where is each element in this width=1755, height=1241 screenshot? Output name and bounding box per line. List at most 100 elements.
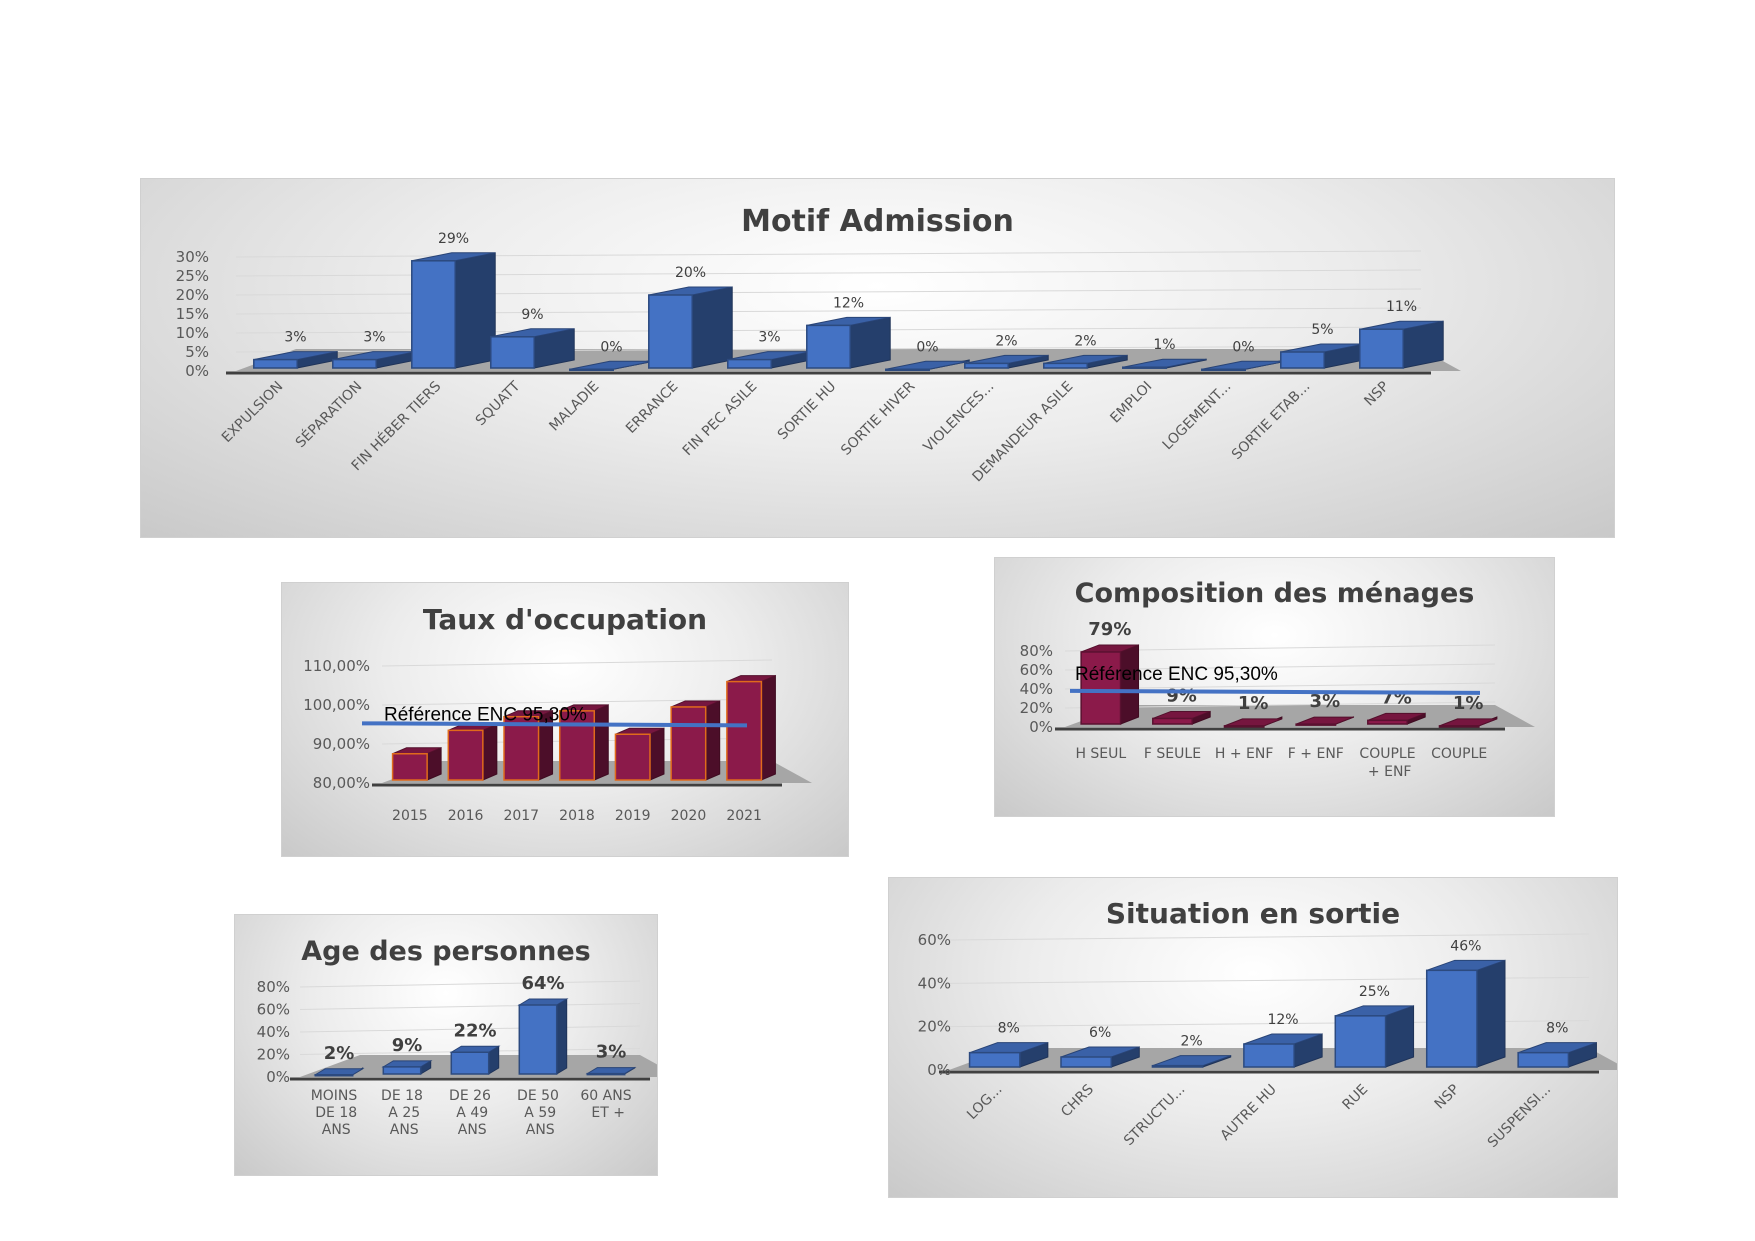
x-category-label: STRUCTU...: [1121, 1082, 1188, 1149]
bar: [391, 753, 428, 781]
y-tick-label: 80,00%: [313, 774, 370, 792]
bar: [1367, 719, 1408, 725]
bar: [447, 729, 484, 781]
y-tick-label: 20%: [176, 286, 209, 304]
y-tick-label: 60%: [918, 931, 951, 949]
bar: [1060, 1056, 1113, 1068]
x-category-label: NSP: [1361, 379, 1392, 410]
data-label: 2%: [324, 1043, 355, 1064]
gridline: [381, 698, 773, 706]
data-label: 9%: [521, 307, 543, 323]
bar: [314, 1074, 354, 1077]
y-tick-label: 20%: [918, 1018, 951, 1036]
bar: [1280, 351, 1325, 369]
x-category-label: 2015: [392, 808, 428, 824]
x-category-label: DE 26 A 49 ANS: [449, 1088, 491, 1138]
data-label: 11%: [1386, 299, 1417, 315]
y-tick-label: 0%: [927, 1061, 951, 1079]
bar: [382, 1066, 422, 1075]
bar: [968, 1051, 1021, 1068]
y-tick-label: 40%: [257, 1023, 290, 1041]
x-category-label: 2020: [671, 808, 707, 824]
data-label: 2%: [995, 333, 1017, 349]
bar-side: [556, 998, 568, 1075]
data-label: 6%: [1089, 1025, 1111, 1041]
x-category-label: LOGEMENT...: [1160, 379, 1235, 454]
bar: [1295, 723, 1337, 726]
data-label: 9%: [1166, 685, 1197, 706]
y-tick-label: 25%: [176, 267, 209, 285]
bar: [1517, 1051, 1570, 1068]
bar-side: [482, 723, 498, 781]
bar: [614, 733, 651, 781]
x-category-label: F + ENF: [1288, 746, 1344, 762]
x-category-label: RUE: [1340, 1082, 1372, 1114]
chart-composition-menages: Composition des ménages 0% 20% 40% 60% 80% 79%…: [994, 557, 1555, 817]
bar: [964, 362, 1009, 369]
data-label: 2%: [1074, 333, 1096, 349]
chart-motif-admission: Motif Admission 0% 5% 10% 15% 20% 25% 30% 3% EXPU…: [140, 178, 1615, 538]
bar: [1425, 969, 1478, 1068]
x-category-label: MOINS DE 18 ANS: [311, 1088, 358, 1138]
x-category-label: 60 ANS ET +: [580, 1088, 631, 1121]
data-label: 3%: [1310, 691, 1341, 712]
data-label: 2%: [1180, 1034, 1202, 1050]
gridline: [299, 980, 641, 988]
x-category-label: H SEUL: [1075, 746, 1126, 762]
x-category-label: EXPULSION: [219, 379, 286, 446]
y-tick-label: 80%: [1020, 642, 1053, 660]
x-category-label: H + ENF: [1215, 746, 1274, 762]
bar: [332, 358, 377, 369]
x-category-label: F SEULE: [1144, 746, 1201, 762]
x-category-label: SQUATT: [473, 378, 524, 429]
y-tick-label: 15%: [176, 305, 209, 323]
bar-side: [760, 674, 776, 781]
data-label: 1%: [1453, 693, 1484, 714]
data-label: 20%: [675, 265, 706, 281]
bar-side: [705, 700, 721, 781]
x-category-label: LOG...: [964, 1082, 1005, 1123]
reference-line: [361, 721, 748, 728]
y-tick-label: 80%: [257, 978, 290, 996]
x-category-label: 2017: [503, 808, 539, 824]
bar: [1080, 651, 1122, 725]
data-label: 1%: [1238, 693, 1269, 714]
chart-title: Situation en sortie: [1106, 897, 1400, 930]
bar: [1043, 362, 1088, 369]
reference-label: Référence ENC 95,30%: [384, 704, 587, 725]
data-label: 22%: [453, 1020, 496, 1041]
y-tick-label: 60%: [257, 1001, 290, 1019]
bar: [1122, 366, 1167, 369]
bar: [503, 715, 540, 781]
bar: [518, 1004, 558, 1075]
x-category-label: SÉPARATION: [292, 378, 365, 451]
y-tick-label: 110,00%: [303, 657, 370, 675]
data-label: 0%: [600, 339, 622, 355]
y-tick-label: 100,00%: [303, 696, 370, 714]
y-tick-label: 0%: [1029, 718, 1053, 736]
bar: [411, 260, 456, 369]
y-tick-label: 30%: [176, 248, 209, 266]
chart-title: Motif Admission: [741, 204, 1014, 239]
x-category-label: CHRS: [1058, 1081, 1097, 1120]
gridline: [299, 1003, 641, 1010]
x-category-label: EMPLOI: [1107, 379, 1155, 427]
y-tick-label: 10%: [176, 324, 209, 342]
y-tick-label: 90,00%: [313, 735, 370, 753]
bar: [727, 358, 772, 369]
data-label: 12%: [1267, 1012, 1298, 1028]
data-label: 0%: [1232, 339, 1254, 355]
bar: [1359, 328, 1404, 369]
bar: [1334, 1015, 1387, 1068]
y-tick-label: 60%: [1020, 661, 1053, 679]
y-tick-label: 0%: [185, 362, 209, 380]
data-label: 5%: [1311, 322, 1333, 338]
bar: [569, 368, 614, 372]
data-label: 1%: [1153, 337, 1175, 353]
data-label: 12%: [833, 295, 864, 311]
y-tick-label: 0%: [266, 1068, 290, 1086]
bar-side: [1476, 959, 1506, 1068]
data-label: 3%: [363, 330, 385, 346]
bar: [1243, 1043, 1295, 1068]
chart-title: Age des personnes: [301, 936, 590, 967]
